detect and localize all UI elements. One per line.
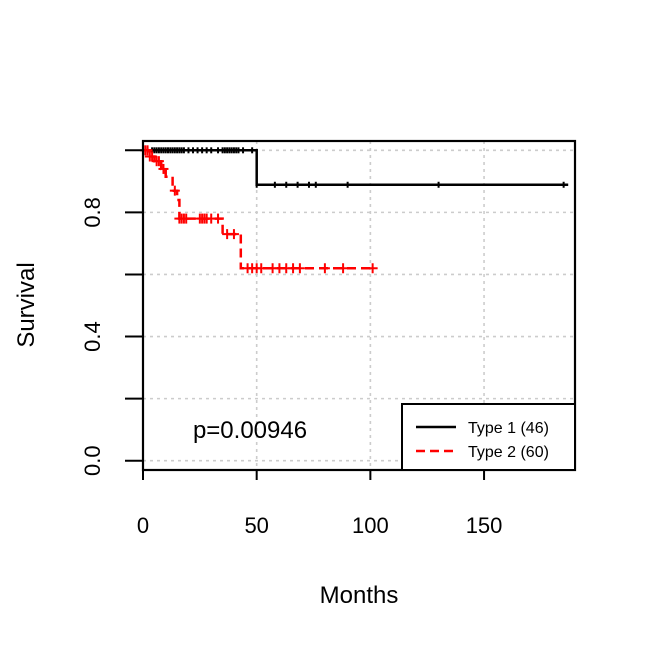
p-value-annotation: p=0.00946	[193, 417, 307, 444]
x-tick-label: 150	[466, 513, 503, 538]
x-axis-label: Months	[320, 582, 399, 609]
plot-frame	[141, 139, 577, 472]
x-tick-label: 50	[244, 513, 268, 538]
legend-label-type2: Type 2 (60)	[468, 444, 549, 461]
y-axis-label: Survival	[13, 262, 40, 347]
series-layer	[140, 145, 569, 274]
legend-box	[401, 403, 576, 471]
y-tick-label: 0.8	[80, 197, 105, 228]
survival-curve-type1	[143, 149, 569, 187]
x-tick-label: 0	[137, 513, 149, 538]
legend-label-type1: Type 1 (46)	[468, 420, 549, 437]
legend: Type 1 (46) Type 2 (60)	[401, 403, 576, 471]
y-tick-label: 0.0	[80, 445, 105, 476]
x-tick-label: 100	[352, 513, 389, 538]
axes: 0 50 100 150 0.0 0.4 0.8	[80, 149, 503, 538]
y-tick-label: 0.4	[80, 321, 105, 352]
